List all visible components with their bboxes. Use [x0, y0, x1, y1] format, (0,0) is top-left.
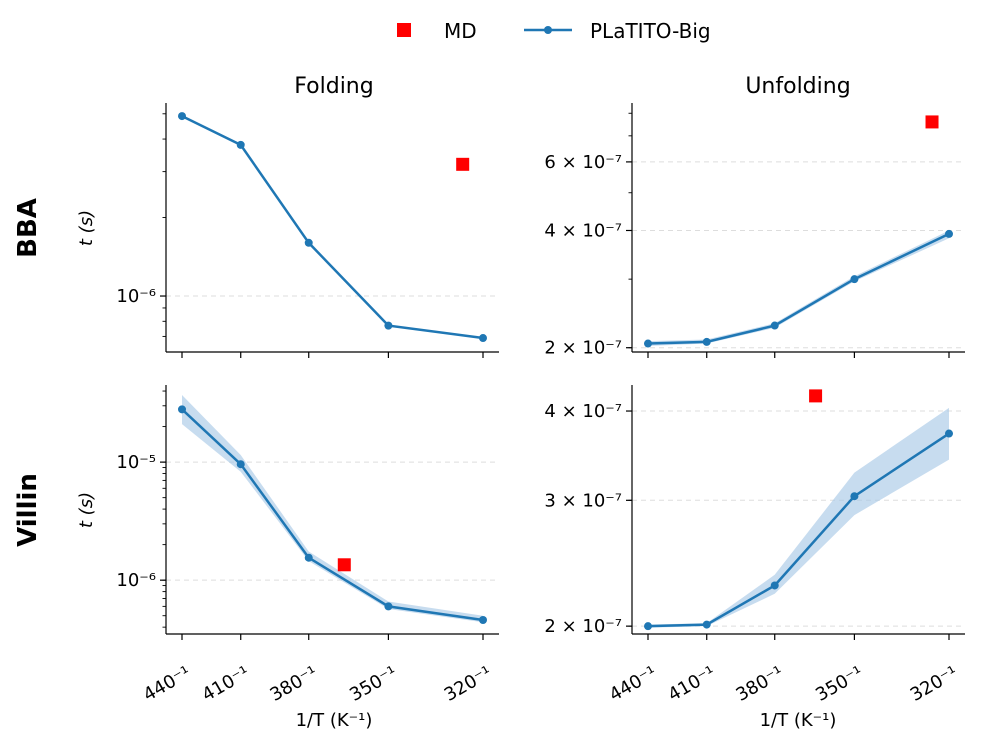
x-tick-label: 440⁻¹ [140, 662, 195, 706]
x-tick-label: 440⁻¹ [606, 662, 661, 706]
uncertainty-band [182, 395, 483, 623]
x-tick-label: 410⁻¹ [198, 662, 253, 706]
data-point [479, 334, 487, 343]
panel-villin-unfolding: 2 × 10⁻⁷ 3 × 10⁻⁷ 4 × 10⁻⁷ 440⁻¹ 410⁻¹ 380⁻¹ 3… [544, 385, 965, 706]
y-tick-label: 2 × 10⁻⁷ [544, 616, 622, 637]
md-marker [456, 157, 470, 171]
data-point [702, 337, 711, 346]
y-tick-label: 2 × 10⁻⁷ [544, 338, 622, 359]
y-tick-label: 3 × 10⁻⁷ [544, 490, 622, 511]
data-point [479, 615, 487, 624]
md-marker [809, 389, 823, 403]
y-tick-label: 6 × 10⁻⁷ [544, 152, 622, 173]
uncertainty-band [648, 407, 949, 628]
xlabel-right: 1/T (K⁻¹) [760, 710, 837, 731]
uncertainty-band [182, 116, 483, 338]
y-tick-label: 10⁻⁶ [116, 570, 156, 591]
col-title-unfolding: Unfolding [745, 74, 850, 99]
data-point [236, 460, 245, 469]
data-point [850, 492, 859, 501]
legend-model-label: PLaTITO-Big [590, 19, 711, 43]
row-label-bba: BBA [13, 198, 43, 258]
data-point [945, 429, 953, 438]
legend-model-marker [544, 26, 552, 34]
data-point [304, 553, 313, 562]
data-point [384, 321, 393, 330]
data-point [644, 339, 652, 348]
data-point [945, 229, 953, 238]
legend-md-label: MD [444, 19, 477, 43]
y-tick-label: 4 × 10⁻⁷ [544, 220, 622, 241]
panel-villin-folding: 10⁻⁶ 10⁻⁵ 440⁻¹ 410⁻¹ 380⁻¹ 350⁻¹ 320⁻¹ [116, 385, 499, 706]
data-point [850, 275, 859, 284]
series-line [181, 114, 484, 340]
data-point [178, 405, 186, 414]
x-tick-label: 320⁻¹ [441, 662, 496, 706]
data-point [770, 581, 779, 590]
data-point [702, 620, 711, 629]
x-tick-label: 350⁻¹ [346, 662, 401, 706]
uncertainty-band [648, 230, 949, 346]
x-tick-label: 380⁻¹ [733, 662, 788, 706]
row-label-villin: Villin [13, 473, 43, 547]
col-title-folding: Folding [294, 74, 373, 99]
ylabel-bba: t (s) [76, 210, 97, 246]
ylabel-villin: t (s) [76, 492, 97, 528]
xlabel-left: 1/T (K⁻¹) [296, 710, 373, 731]
md-marker [925, 115, 939, 129]
data-point [178, 112, 186, 121]
x-tick-label: 320⁻¹ [907, 662, 962, 706]
panel-bba-folding: 10⁻⁶ [116, 103, 499, 358]
series-line [647, 232, 950, 345]
legend-md-marker [397, 23, 411, 37]
series-line [647, 432, 950, 628]
panels: 10⁻⁶ 2 × 10⁻⁷ 4 × 10⁻⁷ 6 × 10⁻⁷ 10⁻⁶ 10⁻⁵ 440⁻… [116, 103, 965, 706]
x-tick-label: 350⁻¹ [812, 662, 867, 706]
series-line [181, 408, 484, 622]
y-tick-label: 4 × 10⁻⁷ [544, 401, 622, 422]
y-tick-label: 10⁻⁵ [116, 452, 156, 473]
data-point [770, 321, 779, 330]
data-point [236, 140, 245, 149]
md-marker [337, 558, 351, 572]
data-point [644, 622, 652, 631]
panel-bba-unfolding: 2 × 10⁻⁷ 4 × 10⁻⁷ 6 × 10⁻⁷ [544, 103, 965, 359]
data-point [304, 238, 313, 247]
data-point [384, 602, 393, 611]
x-tick-label: 380⁻¹ [267, 662, 322, 706]
legend: MD PLaTITO-Big [397, 19, 711, 43]
y-tick-label: 10⁻⁶ [116, 286, 156, 307]
x-tick-label: 410⁻¹ [664, 662, 719, 706]
